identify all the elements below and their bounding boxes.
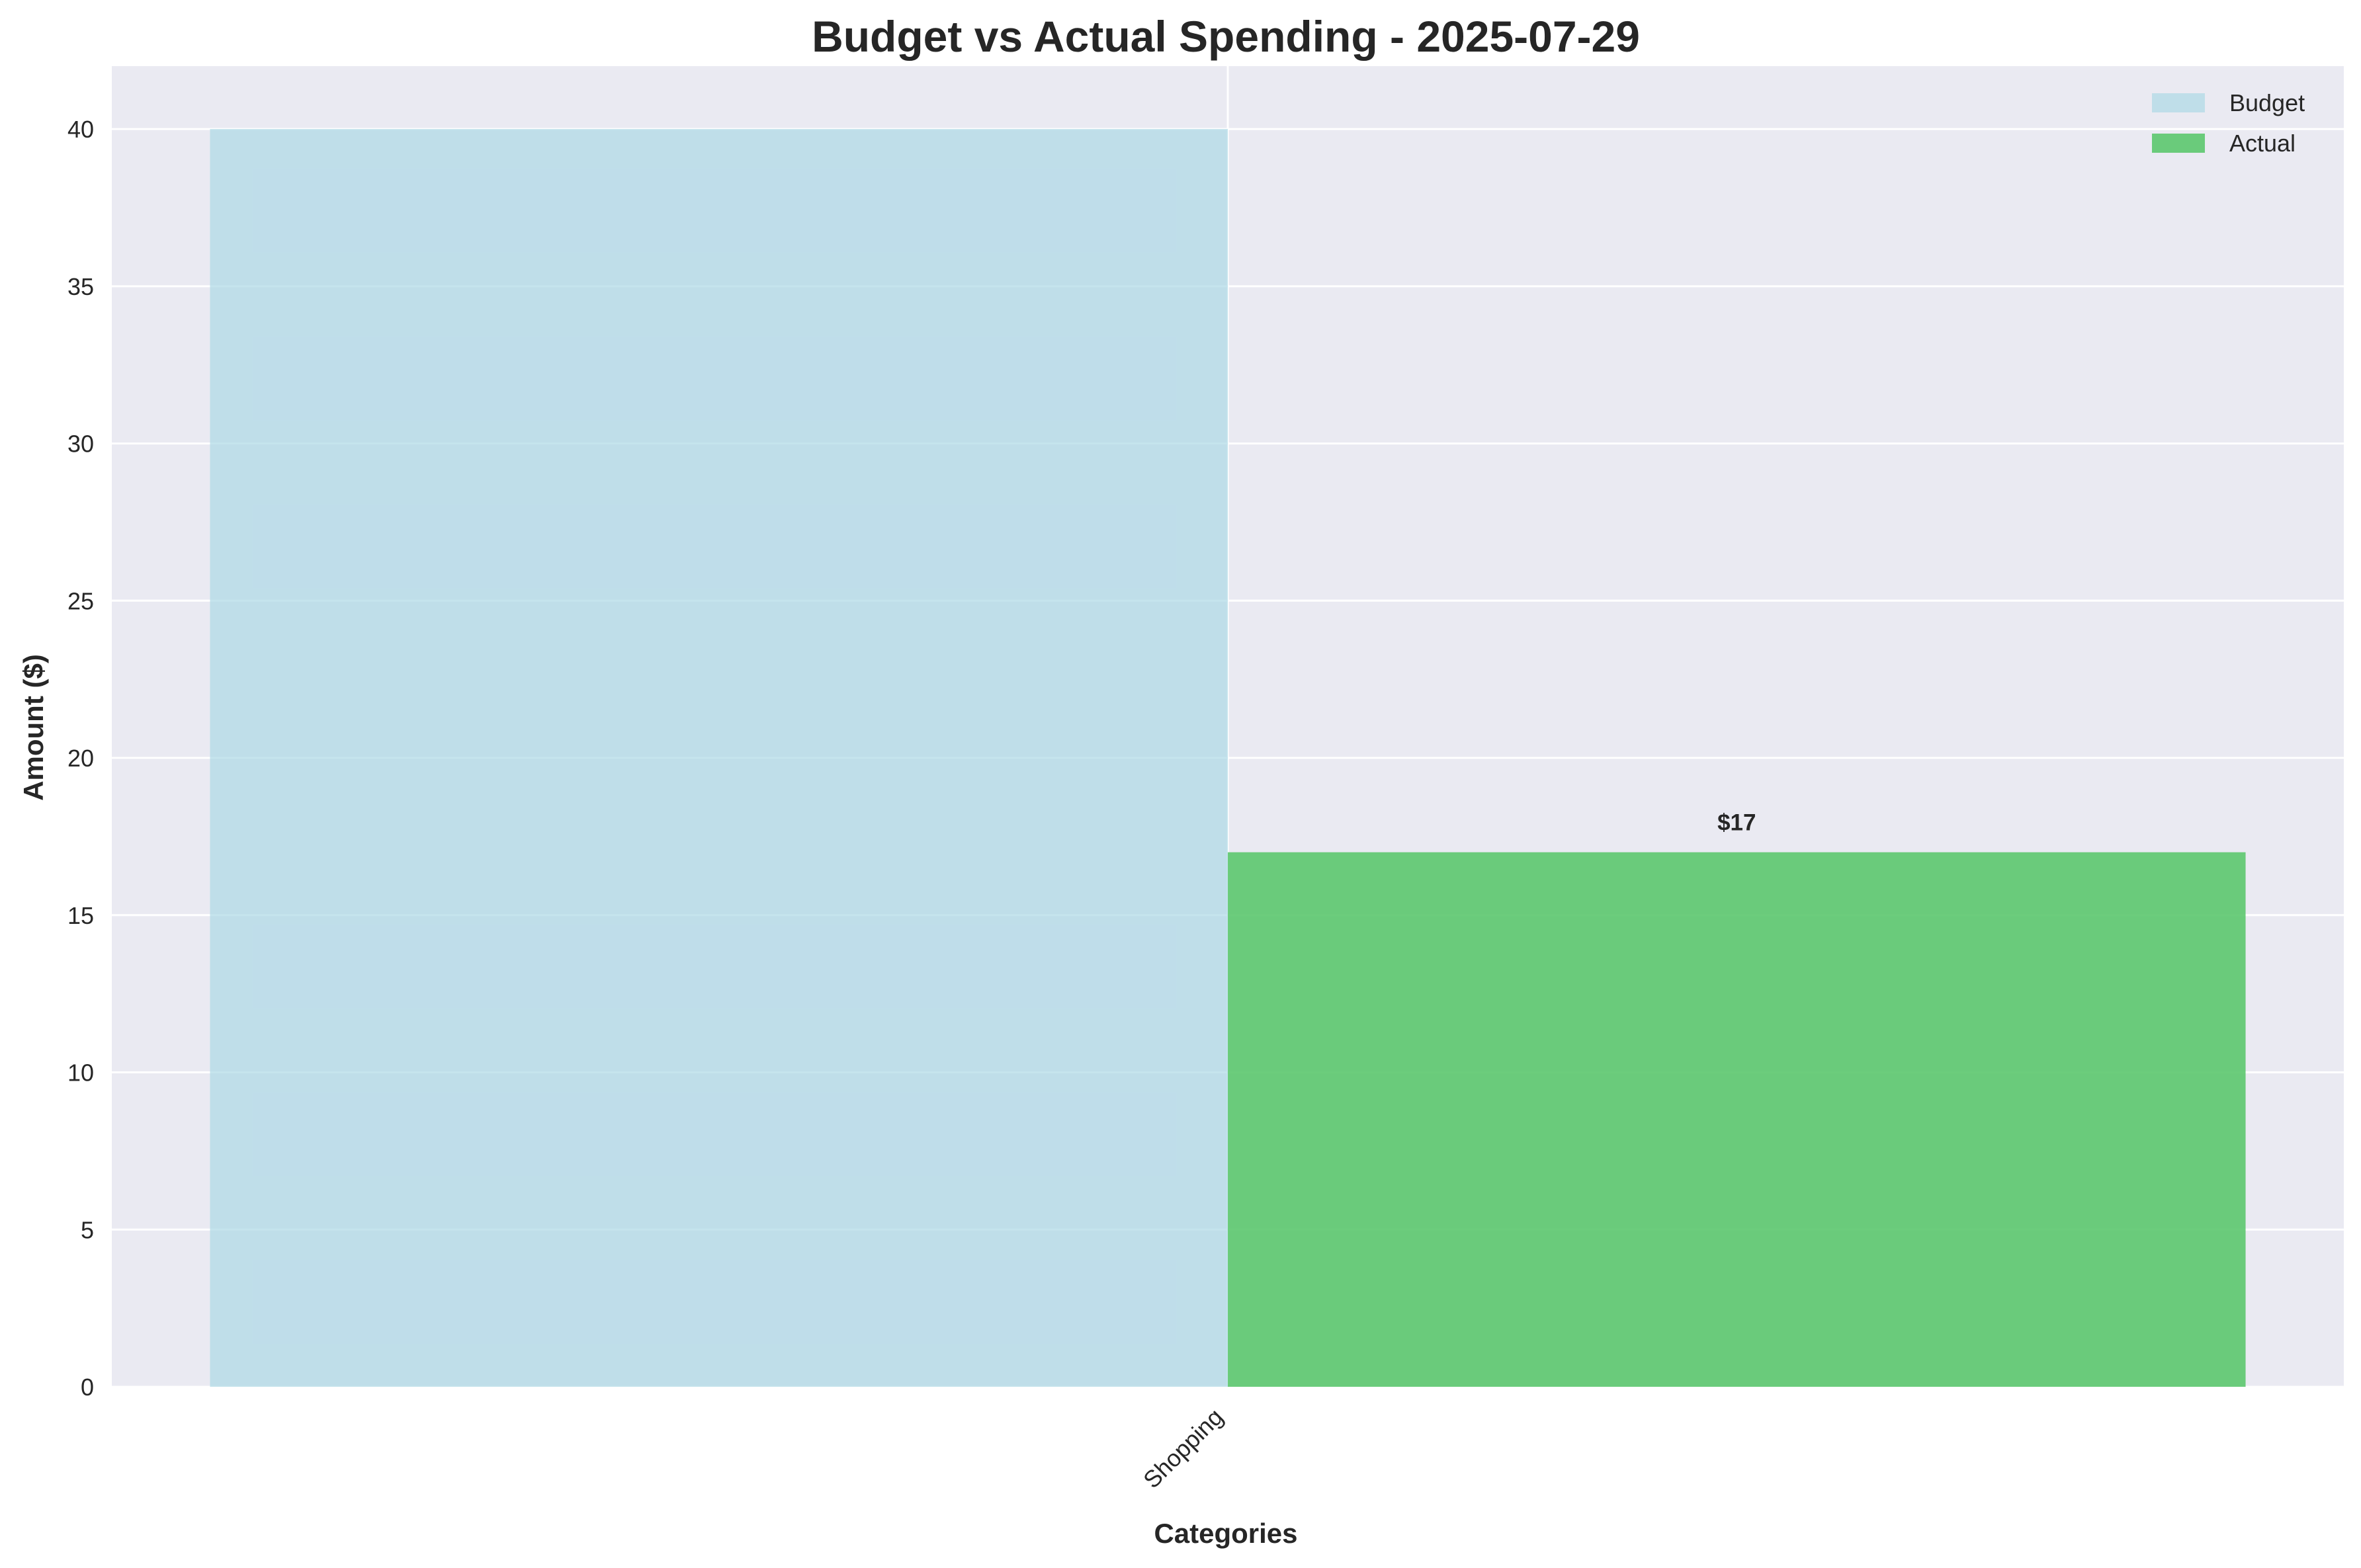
legend-swatch-actual	[2152, 134, 2205, 153]
bars	[210, 129, 2246, 1387]
chart-title: Budget vs Actual Spending - 2025-07-29	[812, 12, 1640, 61]
y-tick-label: 40	[67, 116, 94, 143]
y-tick-label: 30	[67, 431, 94, 458]
x-tick-label: Shopping	[1138, 1403, 1228, 1494]
y-tick-label: 0	[81, 1374, 94, 1401]
y-tick-label: 5	[81, 1216, 94, 1243]
data-label: $17	[1717, 810, 1756, 836]
x-axis-ticks: Shopping	[1138, 1403, 1228, 1494]
legend: Budget Actual	[2152, 89, 2305, 157]
y-axis-ticks: 0 5 10 15 20 25 30 35 40	[67, 116, 94, 1401]
x-axis-label: Categories	[1154, 1518, 1297, 1549]
legend-label-actual: Actual	[2229, 130, 2296, 157]
y-tick-label: 10	[67, 1059, 94, 1087]
data-labels: $17	[1717, 810, 1756, 836]
legend-swatch-budget	[2152, 93, 2205, 112]
legend-label-budget: Budget	[2229, 89, 2305, 116]
y-tick-label: 25	[67, 587, 94, 614]
y-axis-label: Amount ($)	[18, 654, 49, 801]
y-tick-label: 15	[67, 902, 94, 929]
bar-actual	[1228, 852, 2246, 1387]
y-tick-label: 20	[67, 745, 94, 772]
y-tick-label: 35	[67, 273, 94, 300]
bar-budget	[210, 129, 1228, 1387]
